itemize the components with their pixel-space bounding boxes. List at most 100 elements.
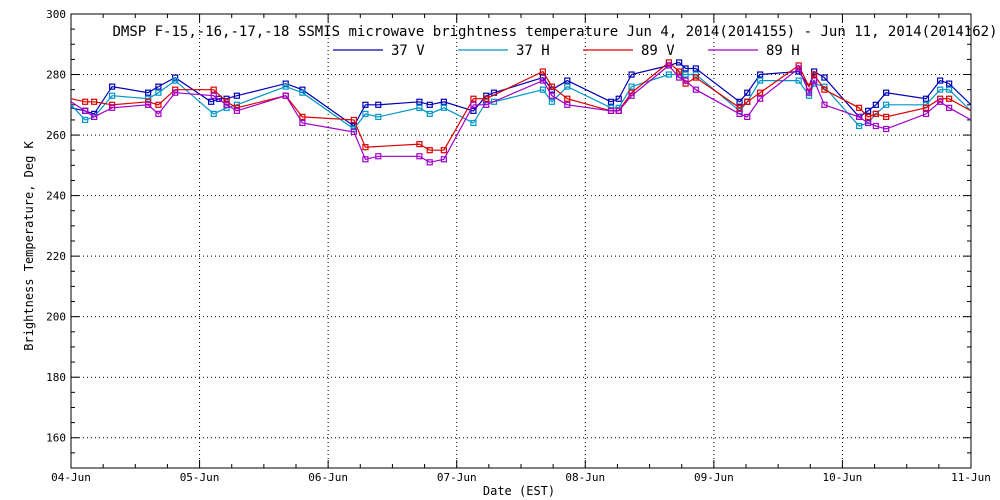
- data-point-37-h: [856, 122, 863, 130]
- x-tick-label: 11-Jun: [951, 471, 991, 484]
- data-point-89-h: [375, 153, 382, 160]
- data-point-89-h: [109, 104, 116, 111]
- data-point-37-h: [426, 110, 433, 117]
- data-point-89-h: [82, 107, 89, 114]
- data-point-37-v: [946, 80, 953, 87]
- data-point-37-v: [440, 98, 447, 105]
- data-point-37-h: [937, 86, 944, 93]
- data-point-37-h: [628, 83, 635, 90]
- y-tick-label: 220: [46, 250, 66, 263]
- legend: 37 V 37 H 89 V 89 H: [333, 43, 800, 59]
- data-point-89-h: [811, 77, 818, 84]
- data-point-89-h: [795, 65, 802, 72]
- data-point-89-h: [665, 62, 672, 69]
- x-tick-label: 05-Jun: [180, 471, 220, 484]
- data-point-89-h: [757, 95, 764, 102]
- legend-label-37-v: 37 V: [391, 43, 425, 59]
- data-point-89-h: [483, 101, 490, 108]
- y-tick-label: 240: [46, 190, 66, 203]
- series-line-37-h: [70, 73, 972, 130]
- data-point-89-v: [856, 104, 863, 111]
- data-point-37-v: [470, 107, 477, 114]
- data-point-89-h: [744, 113, 751, 121]
- y-tick-label: 200: [46, 311, 66, 324]
- data-point-37-h: [490, 98, 498, 105]
- data-point-89-h: [223, 101, 230, 108]
- data-point-89-h: [470, 101, 477, 108]
- data-point-89-h: [282, 92, 289, 99]
- data-point-37-h: [282, 83, 289, 90]
- data-point-89-h: [440, 156, 447, 163]
- data-point-37-h: [470, 119, 477, 127]
- data-point-89-v: [946, 95, 953, 102]
- data-point-89-h: [172, 89, 179, 96]
- x-tick-label: 10-Jun: [823, 471, 863, 484]
- data-point-37-h: [440, 104, 447, 111]
- data-point-89-h: [416, 153, 423, 160]
- x-tick-label: 04-Jun: [51, 471, 91, 484]
- data-point-89-h: [682, 77, 689, 84]
- data-point-89-v: [416, 141, 423, 148]
- chart-title: DMSP F-15,-16,-17,-18 SSMIS microwave br…: [112, 24, 997, 40]
- data-point-37-h: [548, 98, 555, 105]
- series-line-89-h: [70, 64, 972, 163]
- data-point-37-v: [155, 83, 162, 90]
- data-point-89-h: [155, 110, 162, 117]
- data-point-37-v: [757, 71, 764, 78]
- data-point-37-h: [946, 86, 953, 93]
- data-point-89-h: [362, 156, 369, 163]
- data-point-37-v: [233, 92, 240, 99]
- data-point-89-v: [362, 144, 369, 151]
- data-series: [70, 59, 972, 166]
- data-point-37-v: [682, 65, 689, 72]
- data-point-89-h: [692, 86, 699, 93]
- data-point-89-h: [883, 125, 890, 133]
- data-point-37-v: [145, 89, 152, 96]
- data-point-37-h: [665, 71, 672, 78]
- data-point-37-v: [607, 98, 615, 105]
- data-point-89-h: [676, 74, 683, 81]
- data-point-37-h: [210, 110, 217, 117]
- data-point-89-v: [736, 104, 743, 111]
- data-point-89-h: [233, 107, 240, 114]
- y-tick-label: 260: [46, 129, 66, 142]
- data-point-89-v: [539, 68, 546, 75]
- data-point-37-h: [795, 77, 802, 84]
- data-point-37-v: [426, 101, 433, 108]
- data-point-89-v: [483, 95, 490, 102]
- data-point-89-h: [210, 92, 217, 99]
- y-tick-label: 180: [46, 371, 66, 384]
- data-point-37-h: [564, 83, 571, 90]
- data-point-89-h: [91, 113, 98, 121]
- data-point-89-v: [440, 147, 447, 154]
- data-point-89-v: [548, 83, 555, 90]
- x-tick-label: 06-Jun: [308, 471, 348, 484]
- data-point-37-h: [539, 86, 546, 93]
- data-point-89-v: [350, 116, 357, 124]
- data-point-89-h: [937, 98, 944, 105]
- data-point-37-v: [676, 59, 683, 66]
- axes: 04-Jun 05-Jun 06-Jun 07-Jun 08-Jun 09-Jun 10-J…: [46, 8, 991, 484]
- data-point-89-h: [872, 122, 879, 130]
- y-axis-label: Brightness Temperature, Deg K: [22, 140, 36, 350]
- data-point-37-v: [362, 101, 369, 108]
- data-point-89-v: [865, 113, 872, 121]
- data-point-37-h: [299, 89, 306, 96]
- data-point-37-h: [82, 116, 89, 124]
- legend-label-89-v: 89 V: [641, 43, 675, 59]
- data-point-37-v: [865, 107, 872, 114]
- legend-label-89-h: 89 H: [766, 43, 800, 59]
- data-point-37-h: [109, 92, 116, 99]
- data-point-89-v: [426, 147, 433, 154]
- data-point-89-v: [564, 95, 571, 102]
- data-point-37-v: [821, 74, 828, 81]
- data-point-89-v: [811, 71, 818, 78]
- data-point-37-v: [375, 101, 382, 108]
- data-point-89-v: [91, 98, 98, 105]
- data-point-37-v: [416, 98, 423, 105]
- y-tick-label: 160: [46, 432, 66, 445]
- data-point-37-v: [883, 89, 890, 96]
- data-point-89-h: [615, 107, 622, 114]
- data-point-37-h: [757, 77, 764, 84]
